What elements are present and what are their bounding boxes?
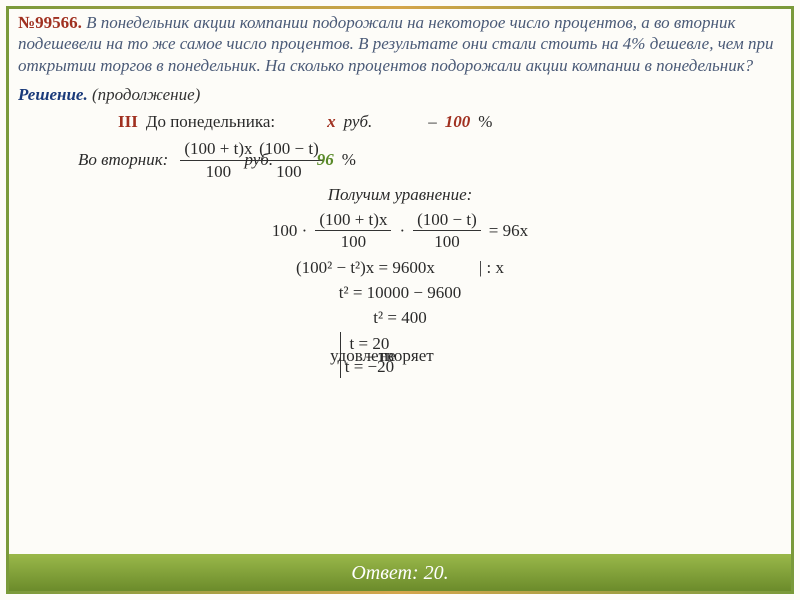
equation-1: 100 · (100 + t)x 100 · (100 − t) 100 = 9…: [18, 209, 782, 253]
pct-100: 100: [445, 111, 471, 132]
frac1-bot: 100: [202, 161, 236, 182]
problem-text: В понедельник акции компании подорожали …: [18, 13, 774, 75]
dash-1: –: [428, 111, 437, 132]
eq2-div: | : x: [479, 257, 504, 278]
row-tuesday: Во вторник: (100 + t)x 100 руб. (100 − t…: [78, 138, 782, 182]
equation-2: (100² − t²)x = 9600x | : x: [18, 257, 782, 278]
answer-label: Ответ:: [351, 562, 418, 585]
answer-value: 20.: [424, 562, 449, 585]
solution-label: Решение.: [18, 85, 88, 104]
answer-bar: Ответ: 20.: [6, 554, 794, 592]
solution-continuation: (продолжение): [92, 85, 200, 104]
eq1-rhs: = 96x: [489, 220, 528, 241]
pct-96: 96: [317, 149, 334, 170]
tuesday-label: Во вторник:: [78, 149, 168, 170]
reject-post: удовлетворяет: [330, 345, 434, 366]
eq1-frac2: (100 − t) 100: [413, 209, 481, 253]
eq2-body: (100² − t²)x = 9600x: [296, 257, 435, 278]
eq1-lead: 100 ·: [272, 220, 307, 241]
rub-1: руб.: [344, 111, 373, 132]
equation-4: t² = 400: [18, 307, 782, 328]
row-monday: III До понедельника: x руб. – 100 %: [18, 111, 782, 132]
derive-label: Получим уравнение:: [18, 184, 782, 205]
monday-label: До понедельника:: [146, 111, 275, 132]
equation-3: t² = 10000 − 9600: [18, 282, 782, 303]
frac-2: (100 − t) 100: [255, 138, 323, 182]
system-row: – не t = 20 t = −20 удовлетворяет: [18, 332, 782, 378]
problem-number: №99566.: [18, 13, 82, 32]
problem-block: №99566. В понедельник акции компании под…: [18, 12, 782, 76]
frac2-bot: 100: [272, 161, 306, 182]
frac2-top: (100 − t): [255, 138, 323, 160]
roman-numeral: III: [118, 111, 138, 132]
eq1-dot: ·: [399, 220, 405, 241]
pct-sign-1: %: [478, 111, 492, 132]
slide-content: №99566. В понедельник акции компании под…: [18, 12, 782, 550]
eq4-body: t² = 400: [373, 307, 426, 328]
pct-sign-2: %: [342, 149, 356, 170]
x-variable: x: [327, 111, 336, 132]
eq1-frac1: (100 + t)x 100: [315, 209, 391, 253]
eq3-body: t² = 10000 − 9600: [339, 282, 462, 303]
solution-heading: Решение. (продолжение): [18, 84, 782, 105]
